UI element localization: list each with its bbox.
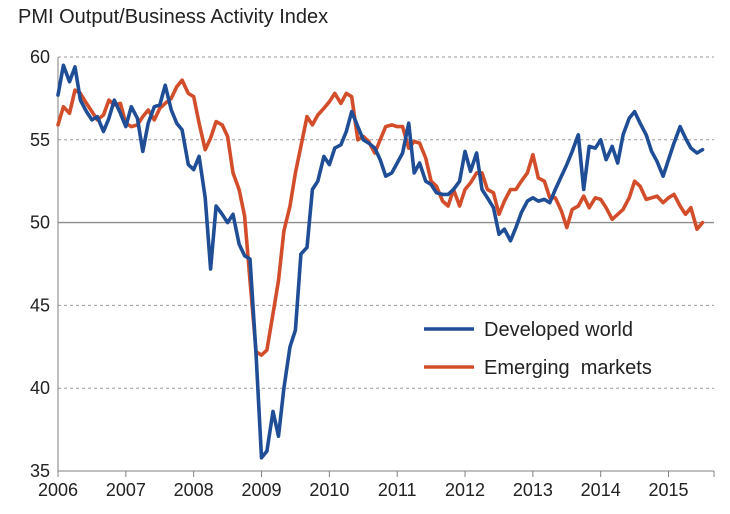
x-tick-label: 2006 xyxy=(38,480,78,500)
x-tick-label: 2008 xyxy=(174,480,214,500)
y-tick-label: 35 xyxy=(30,461,50,481)
x-tick-label: 2015 xyxy=(649,480,689,500)
series-lines xyxy=(56,63,705,460)
grid-lines xyxy=(58,56,714,389)
legend: Developed world Emerging markets xyxy=(424,319,652,379)
x-tick-label: 2010 xyxy=(309,480,349,500)
x-tick-label: 2012 xyxy=(445,480,485,500)
y-tick-label: 45 xyxy=(30,295,50,315)
chart-title: PMI Output/Business Activity Index xyxy=(18,6,328,28)
series-line-emerging-markets xyxy=(56,78,705,357)
legend-label: Emerging markets xyxy=(484,357,652,379)
x-tick-label: 2014 xyxy=(581,480,621,500)
y-tick-label: 60 xyxy=(30,47,50,67)
series-line-developed-world xyxy=(56,63,705,460)
x-axis: 2006 2007 2008 2009 2010 2011 2012 2013 2014 2015 xyxy=(38,470,715,500)
y-axis: 35 40 45 50 55 60 xyxy=(30,47,59,481)
x-tick-label: 2011 xyxy=(378,480,417,500)
x-tick-label: 2013 xyxy=(513,480,553,500)
y-tick-label: 50 xyxy=(30,213,50,233)
x-tick-label: 2009 xyxy=(241,480,281,500)
y-tick-label: 55 xyxy=(30,130,50,150)
x-tick-label: 2007 xyxy=(106,480,146,500)
legend-label: Developed world xyxy=(484,319,633,341)
y-tick-label: 40 xyxy=(30,378,50,398)
